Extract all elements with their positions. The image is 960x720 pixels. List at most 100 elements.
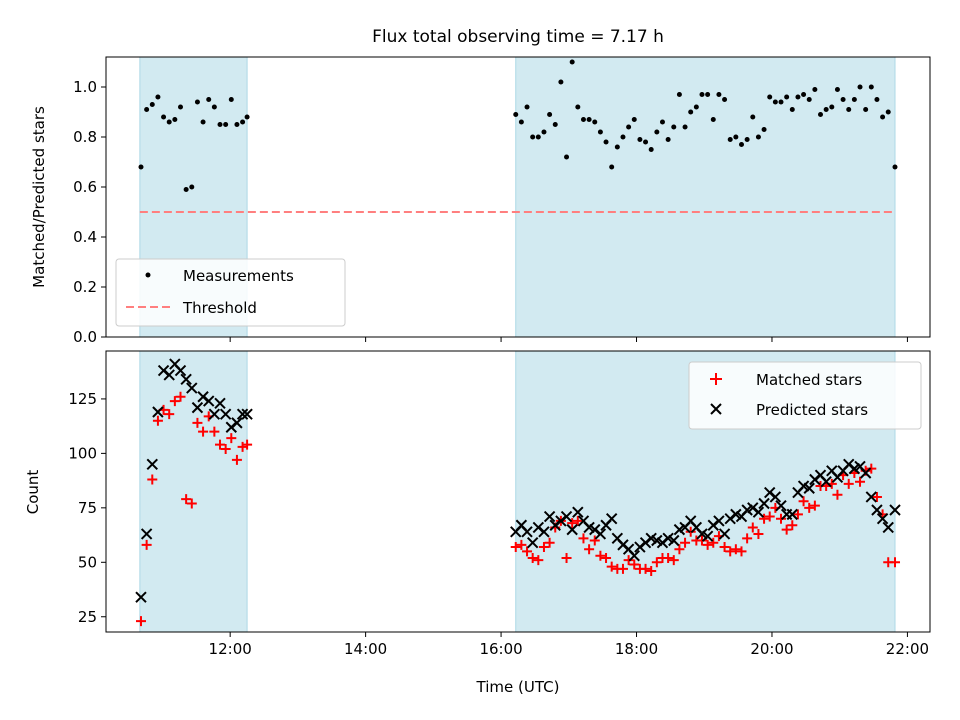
legend-label-predicted: Predicted stars bbox=[756, 401, 868, 419]
matched-star-point bbox=[538, 542, 549, 553]
predicted-star-point bbox=[820, 475, 832, 488]
predicted-star-point bbox=[786, 508, 798, 521]
matched-star-point bbox=[730, 544, 741, 555]
matched-star-point bbox=[237, 441, 248, 452]
measurement-point bbox=[513, 112, 519, 117]
measurement-point bbox=[592, 119, 598, 125]
measurement-point bbox=[228, 97, 234, 102]
observing-span-2 bbox=[515, 56, 896, 338]
measurement-point bbox=[659, 119, 665, 125]
matched-star-point bbox=[147, 474, 158, 485]
measurement-point bbox=[727, 137, 733, 142]
measurement-point bbox=[558, 79, 564, 85]
matched-star-point bbox=[804, 502, 815, 513]
measurement-point bbox=[857, 84, 863, 90]
legend: Matched stars Predicted stars bbox=[688, 361, 922, 430]
observing-span-1 bbox=[139, 350, 248, 633]
measurement-point bbox=[244, 114, 250, 120]
legend-label-threshold: Threshold bbox=[182, 299, 257, 317]
matched-star-point bbox=[215, 439, 226, 450]
predicted-star-point bbox=[871, 504, 883, 516]
measurement-point bbox=[716, 92, 722, 97]
measurement-point bbox=[812, 87, 818, 92]
matched-star-point bbox=[181, 494, 192, 505]
measurement-point bbox=[155, 94, 161, 100]
measurement-point bbox=[699, 92, 705, 97]
measurement-point bbox=[789, 107, 795, 112]
measurement-point bbox=[524, 104, 530, 110]
matched-star-point bbox=[764, 511, 775, 522]
matched-star-point bbox=[510, 542, 521, 553]
measurement-point bbox=[868, 84, 874, 90]
matched-star-point bbox=[589, 535, 600, 546]
matched-star-point bbox=[242, 439, 253, 450]
matched-star-point bbox=[736, 546, 747, 557]
measurement-points bbox=[138, 59, 898, 192]
measurement-point bbox=[750, 114, 756, 120]
measurement-point bbox=[851, 97, 857, 102]
matched-star-point bbox=[152, 415, 163, 426]
measurement-point bbox=[211, 104, 217, 110]
matched-star-point bbox=[135, 616, 146, 627]
matched-star-point bbox=[747, 522, 758, 533]
measurement-point bbox=[705, 92, 711, 97]
measurement-point bbox=[823, 107, 829, 112]
measurement-point bbox=[818, 112, 824, 117]
measurement-point bbox=[874, 97, 880, 102]
matched-star-point bbox=[522, 546, 533, 557]
predicted-star-point bbox=[889, 504, 901, 516]
measurement-point bbox=[189, 184, 195, 190]
predicted-star-point bbox=[594, 528, 607, 540]
predicted-star-point bbox=[803, 482, 815, 494]
x-axis-ticks bbox=[229, 337, 908, 342]
predicted-star-point bbox=[752, 506, 765, 518]
matched-star-point bbox=[843, 478, 854, 489]
y-axis-label: Matched/Predicted stars bbox=[30, 106, 48, 288]
predicted-star-point bbox=[865, 491, 878, 503]
predicted-star-point bbox=[701, 530, 714, 542]
measurement-point bbox=[177, 104, 183, 110]
matched-star-point bbox=[798, 496, 809, 507]
predicted-star-point bbox=[538, 526, 550, 538]
matched-star-point bbox=[663, 552, 674, 563]
measurement-point bbox=[631, 117, 637, 122]
legend-label-measurements: Measurements bbox=[183, 267, 294, 285]
y-tick-label: 50 bbox=[78, 553, 97, 571]
matched-star-point bbox=[708, 537, 719, 548]
matched-star-point bbox=[623, 555, 634, 566]
measurement-point bbox=[564, 154, 570, 160]
matched-star-point bbox=[601, 552, 612, 563]
measurement-point bbox=[518, 119, 524, 125]
measurement-point bbox=[530, 134, 536, 140]
predicted-star-point bbox=[876, 513, 889, 525]
measurement-point bbox=[234, 122, 240, 127]
matched-star-point bbox=[567, 518, 578, 529]
measurement-point bbox=[744, 137, 750, 142]
measurement-point bbox=[795, 94, 801, 100]
predicted-star-point bbox=[191, 401, 204, 414]
matched-star-point bbox=[742, 533, 753, 544]
predicted-star-point bbox=[668, 534, 680, 547]
measurement-point bbox=[138, 164, 144, 170]
matched-star-point bbox=[572, 515, 583, 526]
matched-star-point bbox=[175, 391, 186, 402]
x-axis-label: Time (UTC) bbox=[476, 678, 560, 696]
y-tick-label: 0.8 bbox=[73, 128, 97, 146]
matched-star-point bbox=[527, 552, 538, 563]
measurement-point bbox=[671, 124, 677, 130]
measurement-point bbox=[172, 117, 178, 122]
matched-star-point bbox=[516, 539, 527, 550]
matched-star-point bbox=[668, 555, 679, 566]
predicted-star-point bbox=[152, 406, 164, 418]
measurement-point bbox=[535, 134, 541, 140]
measurement-point bbox=[801, 92, 807, 97]
predicted-star-point bbox=[526, 536, 539, 549]
matched-star-point bbox=[871, 491, 882, 502]
measurement-point bbox=[597, 129, 603, 135]
measurement-point bbox=[166, 119, 172, 125]
measurement-point bbox=[682, 124, 688, 130]
measurement-point bbox=[755, 134, 761, 140]
measurement-point bbox=[240, 119, 246, 125]
x-axis-ticks: 12:00 14:00 16:00 18:00 20:00 22:00 bbox=[209, 632, 929, 658]
matched-star-point bbox=[890, 557, 901, 568]
